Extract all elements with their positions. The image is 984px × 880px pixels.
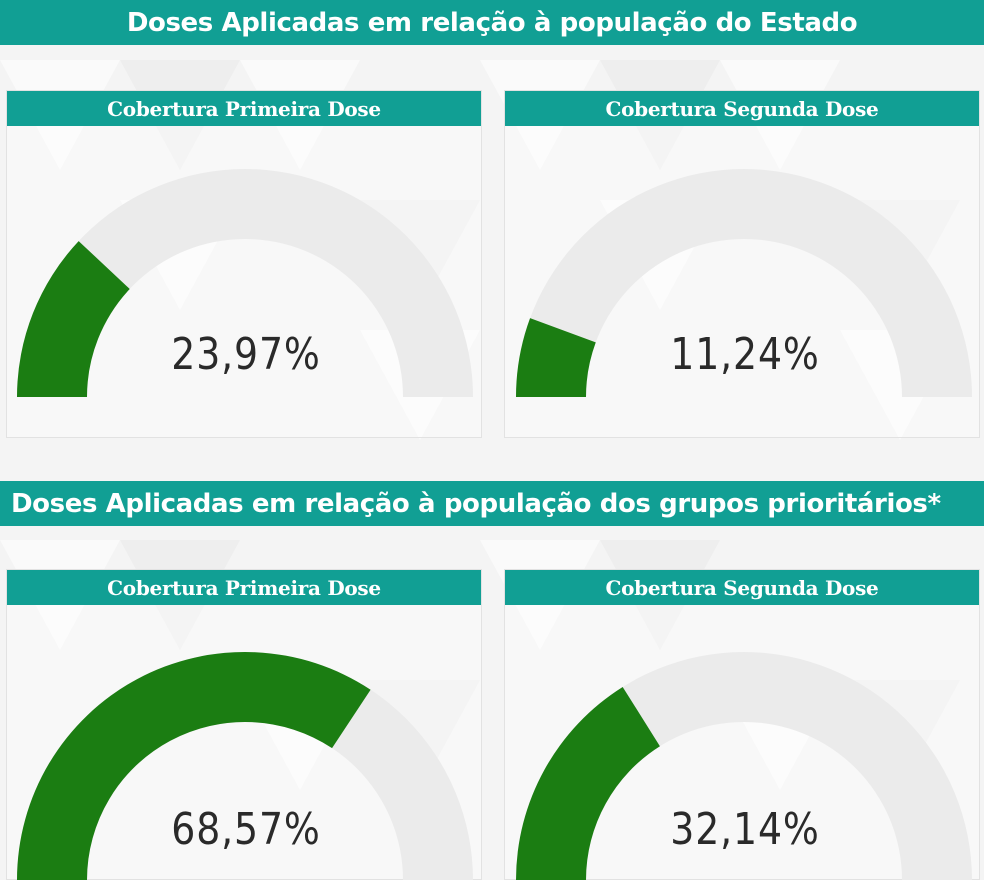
- gauge-fill: [17, 651, 371, 880]
- panel-title: Cobertura Segunda Dose: [505, 570, 979, 605]
- gauge-value-label: 11,24%: [670, 329, 820, 380]
- gauge-track: [17, 169, 473, 397]
- gauge-value-label: 23,97%: [171, 329, 321, 380]
- gauge-value-label: 32,14%: [670, 804, 820, 855]
- gauge-fill: [516, 686, 660, 880]
- panel-title: Cobertura Segunda Dose: [505, 91, 979, 126]
- section-header-state: Doses Aplicadas em relação à população d…: [0, 0, 984, 45]
- panel-title: Cobertura Primeira Dose: [7, 91, 481, 126]
- panel-title: Cobertura Primeira Dose: [7, 570, 481, 605]
- gauge-fill: [17, 241, 130, 397]
- gauge-fill: [516, 318, 596, 397]
- section-header-priority-groups: Doses Aplicadas em relação à população d…: [0, 481, 984, 526]
- gauge-value-label: 68,57%: [171, 804, 321, 855]
- gauge-track: [516, 169, 972, 397]
